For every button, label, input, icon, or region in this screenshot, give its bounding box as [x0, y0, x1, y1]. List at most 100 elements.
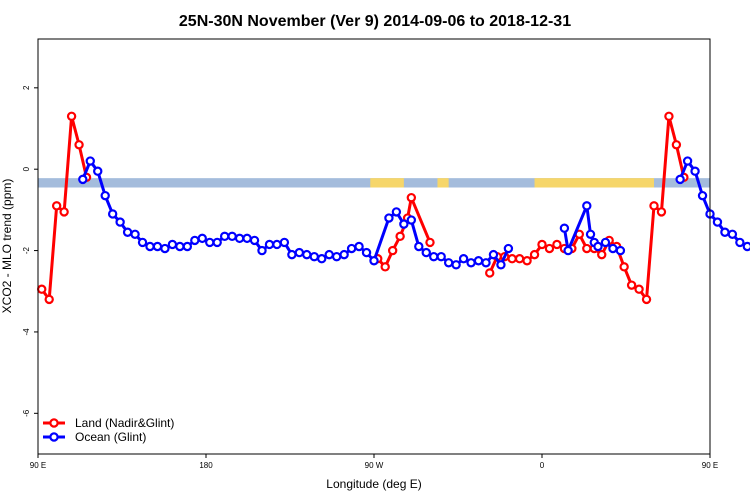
data-point: [354, 241, 364, 252]
data-point: [167, 239, 178, 250]
data-point: [205, 237, 215, 248]
data-point: [37, 284, 47, 294]
data-point: [529, 249, 540, 260]
data-point: [234, 233, 245, 244]
data-point: [242, 233, 252, 244]
data-point: [44, 294, 54, 305]
series-line: [376, 196, 432, 269]
series-ocean: [78, 156, 750, 270]
legend-swatch-marker: [49, 432, 59, 442]
data-point: [514, 254, 525, 264]
data-point: [697, 190, 708, 201]
data-point: [115, 217, 125, 227]
data-point: [317, 254, 327, 264]
y-axis-label: XCO2 - MLO trend (ppm): [0, 179, 14, 314]
data-point: [361, 247, 372, 258]
data-point: [190, 235, 200, 246]
data-point: [324, 249, 334, 260]
data-point: [219, 231, 230, 242]
data-point: [122, 227, 133, 237]
data-point: [59, 207, 69, 217]
data-point: [641, 294, 652, 305]
data-point: [130, 229, 140, 239]
data-point: [294, 247, 305, 258]
data-point: [608, 243, 618, 254]
data-point: [78, 174, 88, 185]
data-point: [619, 262, 629, 272]
data-point: [279, 237, 290, 248]
chart-title: 25N-30N November (Ver 9) 2014-09-06 to 2…: [179, 13, 571, 30]
data-point: [559, 223, 570, 233]
data-point: [712, 217, 723, 227]
data-point: [414, 241, 424, 252]
x-tick-label: 180: [199, 461, 213, 470]
data-point: [473, 256, 484, 266]
data-point: [735, 237, 745, 248]
data-point: [664, 111, 674, 122]
data-point: [585, 229, 596, 239]
data-point: [249, 235, 260, 246]
data-point: [742, 241, 750, 252]
data-point: [100, 190, 110, 201]
x-tick-label: 90 E: [702, 461, 718, 470]
data-point: [257, 245, 267, 256]
data-point: [309, 251, 319, 262]
data-point: [264, 239, 275, 250]
data-point: [600, 237, 611, 248]
data-point: [720, 227, 730, 237]
data-point: [563, 245, 573, 256]
data-point: [331, 251, 342, 262]
series-layer: [37, 111, 750, 305]
land-segment: [437, 178, 449, 188]
y-tick-label: 0: [22, 166, 31, 171]
data-point: [107, 209, 118, 219]
data-point: [649, 201, 659, 211]
y-tick-label: -6: [22, 409, 31, 417]
data-point: [137, 237, 148, 248]
legend-label: Land (Nadir&Glint): [75, 416, 174, 430]
data-point: [656, 207, 667, 217]
data-point: [481, 258, 491, 268]
data-point: [395, 231, 405, 242]
x-tick-label: 90 W: [365, 461, 384, 470]
data-point: [458, 254, 469, 264]
data-point: [152, 241, 163, 252]
data-point: [346, 243, 357, 254]
data-point: [582, 201, 592, 211]
series-land: [37, 111, 689, 305]
data-point: [74, 140, 84, 150]
data-point: [690, 166, 700, 176]
data-point: [287, 249, 297, 260]
data-point: [537, 239, 547, 250]
legend: Land (Nadir&Glint)Ocean (Glint): [43, 416, 174, 444]
data-point: [425, 237, 435, 248]
legend-swatch-marker: [49, 418, 59, 428]
data-point: [302, 249, 312, 260]
data-point: [145, 241, 155, 252]
legend-label: Ocean (Glint): [75, 430, 146, 444]
x-tick-label: 90 E: [30, 461, 46, 470]
data-point: [182, 241, 193, 252]
y-tick-label: -4: [22, 328, 31, 336]
data-point: [384, 213, 394, 223]
data-point: [522, 256, 532, 266]
data-point: [436, 251, 446, 262]
data-point: [406, 215, 417, 225]
land-mask-band: [38, 178, 710, 188]
legend-item: Ocean (Glint): [43, 430, 146, 444]
x-tick-label: 0: [540, 461, 545, 470]
data-point: [339, 249, 349, 260]
data-point: [466, 258, 476, 268]
data-point: [391, 207, 402, 217]
data-point: [443, 258, 454, 268]
land-segment: [534, 178, 654, 188]
data-point: [369, 256, 379, 266]
series-line: [678, 159, 750, 248]
data-point: [51, 201, 62, 211]
data-point: [212, 237, 222, 248]
data-point: [496, 260, 506, 270]
data-point: [93, 166, 103, 176]
y-axis: -6 -4 -2 0 2: [22, 85, 38, 417]
data-point: [227, 231, 237, 242]
data-point: [507, 254, 517, 264]
